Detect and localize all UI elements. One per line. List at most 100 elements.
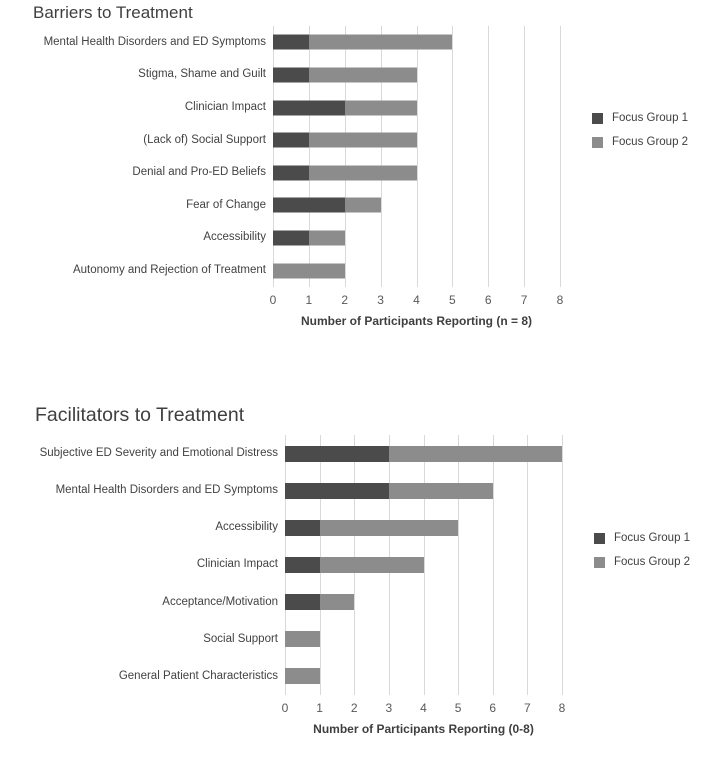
bar-row: (Lack of) Social Support xyxy=(0,124,560,157)
x-tick-label: 5 xyxy=(454,701,462,715)
gridline xyxy=(458,435,460,695)
stacked-bar xyxy=(285,482,562,499)
bar-track xyxy=(273,124,560,157)
bar-segment-focus-group-2 xyxy=(308,67,417,83)
bar-segment-focus-group-2 xyxy=(285,668,320,685)
bar-track xyxy=(273,91,560,124)
legend-entry: Focus Group 1 xyxy=(592,112,688,124)
stacked-bar xyxy=(273,67,560,83)
legend-label: Focus Group 2 xyxy=(614,556,691,568)
bar-segment-focus-group-1 xyxy=(285,445,389,462)
bar-row: Social Support xyxy=(0,621,562,658)
bar-row: Mental Health Disorders and ED Symptoms xyxy=(0,26,560,59)
stacked-bar xyxy=(285,519,562,536)
gridline xyxy=(416,26,418,287)
legend-swatch xyxy=(592,112,603,124)
bar-track xyxy=(273,222,560,255)
x-tick-label: 0 xyxy=(281,701,289,715)
category-label: Mental Health Disorders and ED Symptoms xyxy=(43,35,266,48)
plot-area: Subjective ED Severity and Emotional Dis… xyxy=(0,435,563,695)
gridline xyxy=(423,435,425,695)
ticks: 0 1 2 3 4 5 6 7 8 xyxy=(281,695,566,715)
x-tick-label: 3 xyxy=(385,701,393,715)
legend-label: Focus Group 1 xyxy=(614,532,691,544)
x-tick-label: 2 xyxy=(341,293,349,307)
gridline xyxy=(344,26,346,287)
gridlines xyxy=(273,26,561,287)
bar-segment-focus-group-1 xyxy=(273,230,309,246)
legend: Focus Group 1 Focus Group 2 xyxy=(560,112,708,328)
category-label: Denial and Pro-ED Beliefs xyxy=(132,166,266,179)
bar-segment-focus-group-2 xyxy=(344,100,417,116)
bar-segment-focus-group-2 xyxy=(388,445,562,462)
x-tick-label: 7 xyxy=(524,701,531,715)
legend-label: Focus Group 1 xyxy=(612,112,689,124)
gridline xyxy=(527,435,529,695)
legend-swatch xyxy=(594,556,605,568)
gridline xyxy=(562,435,563,695)
x-tick-label: 2 xyxy=(350,701,358,715)
category-label: Autonomy and Rejection of Treatment xyxy=(72,264,266,277)
legend-entry: Focus Group 1 xyxy=(594,532,690,544)
bar-segment-focus-group-1 xyxy=(285,519,320,536)
legend-swatch xyxy=(592,136,603,148)
plot-wrap: Mental Health Disorders and ED Symptoms S… xyxy=(0,24,563,328)
legend: Focus Group 1 Focus Group 2 xyxy=(562,532,708,736)
bar-row: Autonomy and Rejection of Treatment xyxy=(0,254,560,287)
category-label: Clinician Impact xyxy=(196,558,278,571)
gridline xyxy=(380,26,382,287)
stacked-bar xyxy=(285,631,562,648)
bar-segment-focus-group-2 xyxy=(344,197,381,213)
bar-row: Accessibility xyxy=(0,509,562,546)
bar-track xyxy=(285,584,562,621)
x-tick-label: 6 xyxy=(489,701,497,715)
stacked-bar xyxy=(273,165,560,181)
legend-entry: Focus Group 2 xyxy=(592,136,688,148)
bar-segment-focus-group-1 xyxy=(273,197,345,213)
bar-track xyxy=(285,472,562,509)
x-axis-label: Number of Participants Reporting (n = 8) xyxy=(300,314,533,328)
bar-row: Fear of Change xyxy=(0,189,560,222)
x-tick-label: 0 xyxy=(269,293,277,307)
rows: Subjective ED Severity and Emotional Dis… xyxy=(0,435,562,695)
bar-track xyxy=(273,157,560,190)
category-label: Clinician Impact xyxy=(184,100,266,113)
bar-row: Accessibility xyxy=(0,222,560,255)
category-label: Stigma, Shame and Guilt xyxy=(138,68,266,81)
bar-segment-focus-group-2 xyxy=(319,519,459,536)
category-label: Accessibility xyxy=(215,521,278,534)
bar-segment-focus-group-2 xyxy=(285,631,320,648)
x-tick-label: 1 xyxy=(316,701,323,715)
bar-track xyxy=(285,509,562,546)
bar-segment-focus-group-2 xyxy=(308,34,453,50)
bar-segment-focus-group-2 xyxy=(273,263,345,279)
chart-body: Subjective ED Severity and Emotional Dis… xyxy=(0,433,708,736)
bar-segment-focus-group-1 xyxy=(273,165,309,181)
category-label: Subjective ED Severity and Emotional Dis… xyxy=(39,446,278,459)
bar-row: Subjective ED Severity and Emotional Dis… xyxy=(0,435,562,472)
bar-row: Stigma, Shame and Guilt xyxy=(0,59,560,92)
bar-segment-focus-group-1 xyxy=(273,100,345,116)
gridline xyxy=(492,435,494,695)
facilitators-chart: Facilitators to Treatment Subjective ED … xyxy=(0,402,708,736)
stacked-bar xyxy=(285,668,562,685)
plot-area: Mental Health Disorders and ED Symptoms S… xyxy=(0,26,561,287)
x-tick-label: 8 xyxy=(558,701,566,715)
bar-segment-focus-group-1 xyxy=(285,556,320,573)
bar-row: Mental Health Disorders and ED Symptoms xyxy=(0,472,562,509)
bar-segment-focus-group-2 xyxy=(308,230,345,246)
bar-segment-focus-group-1 xyxy=(273,34,309,50)
stacked-bar xyxy=(273,230,560,246)
bar-segment-focus-group-1 xyxy=(285,594,320,611)
rows: Mental Health Disorders and ED Symptoms S… xyxy=(0,26,560,287)
bar-segment-focus-group-2 xyxy=(319,594,355,611)
gridline xyxy=(452,26,454,287)
bar-segment-focus-group-2 xyxy=(319,556,424,573)
gridline xyxy=(273,26,274,287)
gridline xyxy=(560,26,561,287)
stacked-bar xyxy=(285,556,562,573)
x-tick-label: 8 xyxy=(556,293,564,307)
bar-row: Clinician Impact xyxy=(0,546,562,583)
bar-row: Denial and Pro-ED Beliefs xyxy=(0,157,560,190)
